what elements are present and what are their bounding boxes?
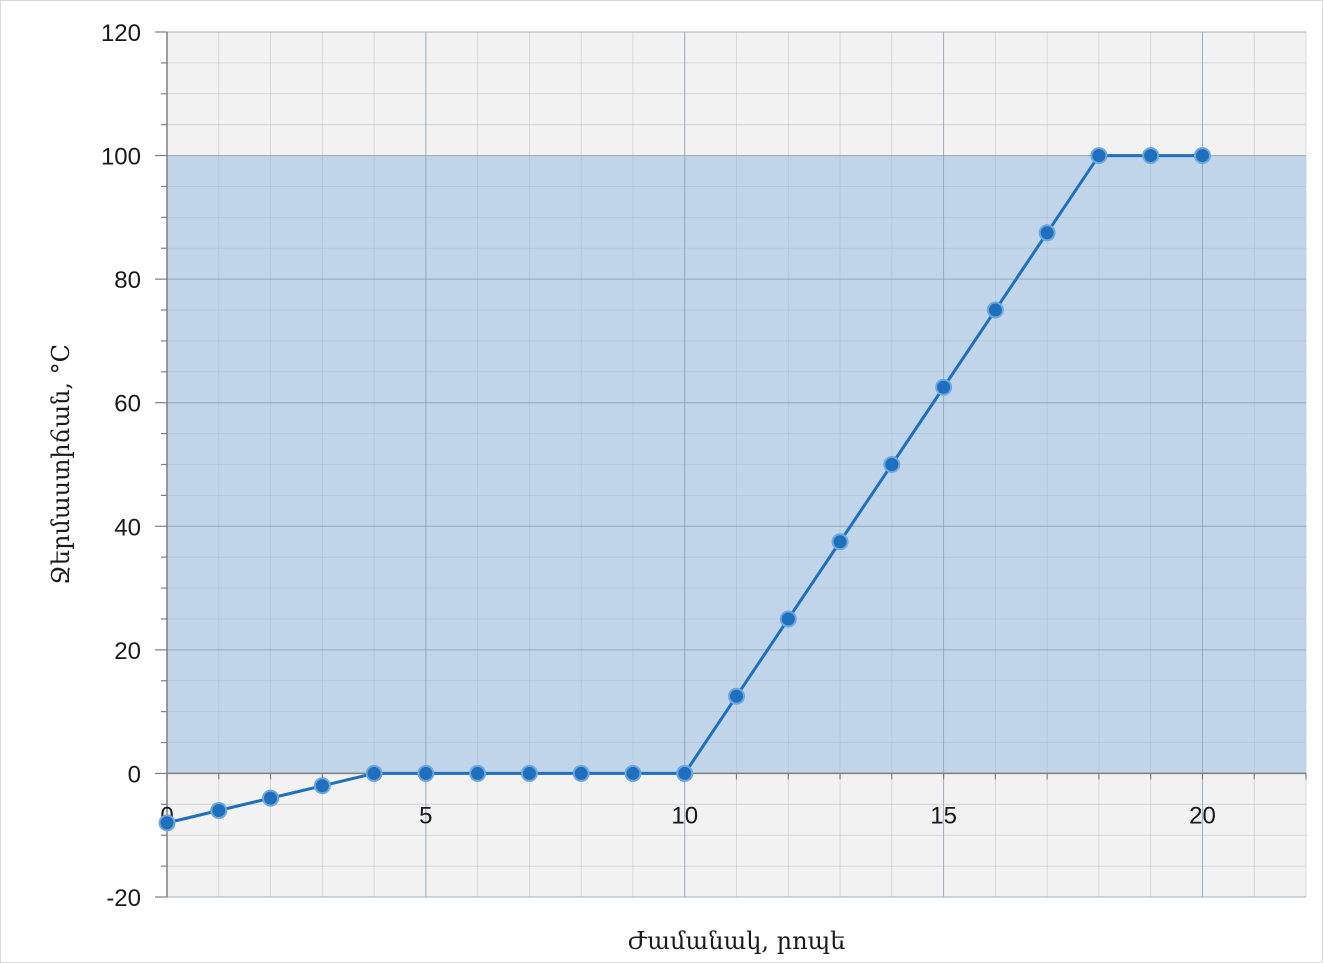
data-point [262, 789, 280, 807]
data-point [1090, 147, 1108, 165]
y-tick-label: 40 [114, 514, 141, 541]
data-point [935, 378, 953, 396]
data-point [624, 764, 642, 782]
y-tick-label: 0 [128, 761, 141, 788]
data-point [1193, 147, 1211, 165]
x-axis-title: Ժամանակ, րոպե [628, 927, 846, 955]
y-tick-label: 100 [101, 144, 141, 171]
data-point [883, 456, 901, 473]
x-tick-label: 20 [1189, 802, 1216, 829]
data-point [469, 764, 487, 782]
y-tick-label: 60 [114, 391, 141, 418]
data-point [158, 814, 176, 832]
data-point [417, 764, 435, 782]
data-point [831, 533, 849, 551]
axes [155, 31, 1307, 898]
data-point [365, 764, 383, 782]
y-tick-label: 120 [101, 20, 141, 47]
y-axis-title: Ջերմաստիճան, °C [47, 344, 75, 585]
y-tick-label: 20 [114, 638, 141, 665]
x-tick-label: 5 [419, 802, 432, 829]
data-point [572, 764, 590, 782]
data-point [313, 777, 331, 795]
data-point [1038, 224, 1056, 242]
data-point [779, 610, 797, 628]
series-points [158, 147, 1211, 832]
data-point [676, 764, 694, 782]
data-point [210, 802, 228, 819]
y-tick-label: -20 [106, 885, 141, 912]
x-tick-label: 15 [930, 802, 957, 829]
y-tick-labels: -20 0 20 40 60 80 100 120 [101, 20, 141, 912]
y-tick-label: 80 [114, 267, 141, 294]
data-point [1142, 147, 1160, 165]
data-point [520, 764, 538, 782]
data-point [728, 687, 745, 705]
data-point [986, 301, 1004, 319]
x-tick-label: 10 [671, 802, 698, 829]
